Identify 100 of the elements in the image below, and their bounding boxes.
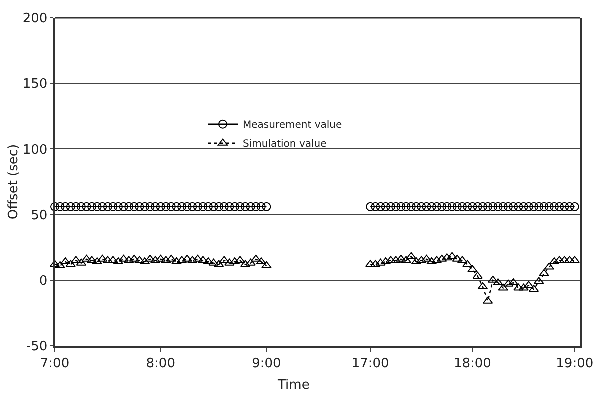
x-tick-label: 8:00 bbox=[146, 356, 176, 372]
point bbox=[488, 276, 498, 283]
point bbox=[386, 202, 396, 212]
point bbox=[401, 256, 412, 264]
point bbox=[135, 202, 144, 212]
point bbox=[564, 256, 575, 264]
point bbox=[124, 202, 134, 212]
point bbox=[161, 256, 172, 264]
point bbox=[92, 202, 102, 212]
point bbox=[134, 256, 145, 264]
point bbox=[236, 202, 245, 212]
point bbox=[402, 202, 411, 212]
y-tick-label: 200 bbox=[22, 12, 48, 27]
point bbox=[488, 202, 498, 212]
point bbox=[539, 269, 550, 276]
point bbox=[422, 254, 432, 262]
point bbox=[514, 202, 524, 212]
point bbox=[478, 202, 488, 212]
point bbox=[108, 202, 118, 212]
point bbox=[422, 202, 432, 212]
point bbox=[493, 278, 504, 286]
point bbox=[204, 202, 213, 212]
point bbox=[544, 202, 554, 212]
y-tick-label: -50 bbox=[26, 340, 48, 355]
point bbox=[534, 202, 544, 212]
point bbox=[66, 202, 76, 212]
point bbox=[438, 202, 447, 212]
point bbox=[88, 202, 97, 212]
legend-label: Simulation value bbox=[243, 139, 327, 150]
point bbox=[98, 254, 108, 262]
point bbox=[166, 202, 176, 212]
point bbox=[50, 202, 60, 212]
point bbox=[376, 202, 386, 212]
point bbox=[555, 202, 564, 212]
point bbox=[208, 258, 219, 266]
point bbox=[570, 202, 580, 212]
point bbox=[246, 258, 256, 266]
point bbox=[509, 202, 518, 212]
point bbox=[540, 202, 549, 212]
point bbox=[151, 202, 160, 212]
point bbox=[225, 202, 234, 212]
point bbox=[262, 261, 272, 268]
point bbox=[366, 202, 376, 212]
point bbox=[560, 256, 570, 264]
point bbox=[162, 202, 171, 212]
point bbox=[412, 202, 422, 212]
point bbox=[550, 202, 559, 212]
point bbox=[380, 258, 391, 265]
point bbox=[246, 202, 256, 212]
point bbox=[406, 202, 416, 212]
point bbox=[442, 202, 452, 212]
point bbox=[534, 277, 544, 284]
point bbox=[241, 202, 250, 212]
point bbox=[530, 202, 539, 212]
point bbox=[209, 202, 218, 212]
point bbox=[56, 202, 65, 212]
point bbox=[198, 256, 208, 264]
point bbox=[230, 202, 240, 212]
point bbox=[376, 258, 386, 266]
point bbox=[519, 202, 528, 212]
point bbox=[130, 202, 139, 212]
point bbox=[220, 202, 229, 212]
point bbox=[544, 262, 554, 270]
point bbox=[82, 202, 92, 212]
point bbox=[146, 202, 155, 212]
point bbox=[182, 254, 192, 262]
y-tick-label: 100 bbox=[22, 142, 48, 158]
x-axis-title: Time bbox=[277, 378, 310, 393]
point bbox=[251, 254, 262, 262]
point bbox=[71, 256, 82, 264]
point bbox=[198, 202, 208, 212]
point bbox=[103, 202, 112, 212]
point bbox=[565, 202, 574, 212]
point bbox=[72, 202, 81, 212]
point bbox=[468, 265, 478, 272]
point bbox=[172, 258, 182, 265]
point bbox=[371, 202, 380, 212]
point bbox=[396, 202, 406, 212]
x-tick-label: 19:00 bbox=[556, 356, 594, 372]
point bbox=[504, 202, 513, 212]
point bbox=[235, 256, 246, 264]
point bbox=[188, 202, 198, 212]
point bbox=[416, 256, 427, 264]
point bbox=[524, 202, 534, 212]
point bbox=[219, 256, 230, 264]
point bbox=[432, 202, 442, 212]
point bbox=[66, 260, 76, 268]
point bbox=[193, 202, 202, 212]
point bbox=[494, 202, 503, 212]
point bbox=[98, 202, 108, 212]
point bbox=[108, 256, 118, 264]
point bbox=[156, 202, 166, 212]
point bbox=[256, 202, 266, 212]
x-tick-label: 18:00 bbox=[454, 356, 492, 372]
point bbox=[448, 202, 457, 212]
x-tick-label: 17:00 bbox=[352, 356, 390, 372]
point bbox=[458, 202, 467, 212]
point bbox=[140, 202, 150, 212]
point bbox=[514, 284, 524, 291]
point bbox=[82, 254, 92, 262]
